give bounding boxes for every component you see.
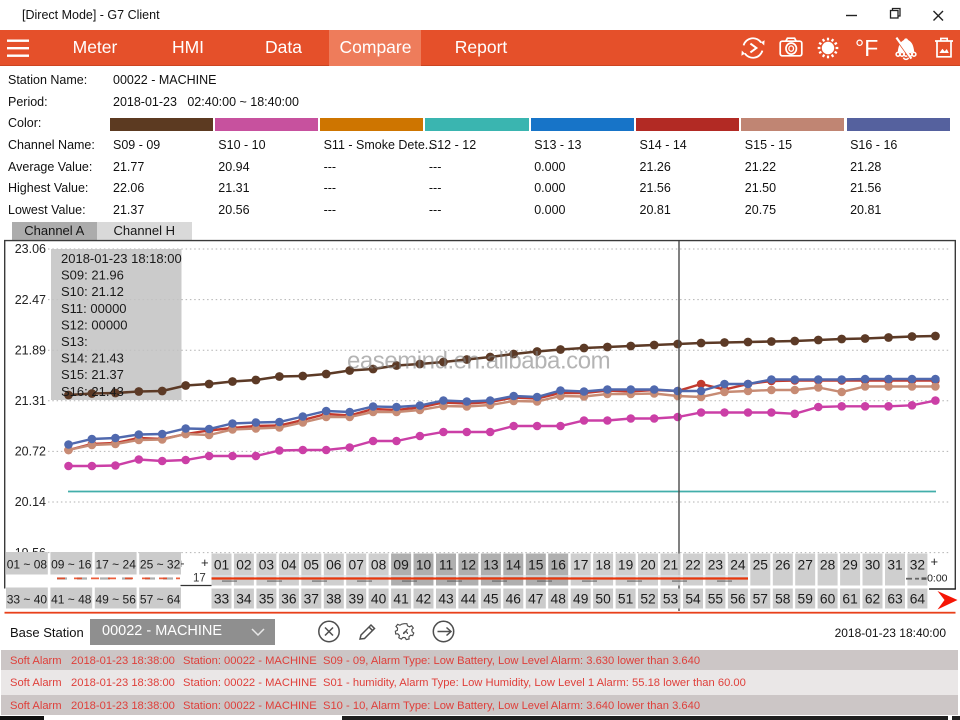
svg-text:20.14: 20.14 — [15, 495, 46, 509]
svg-text:37: 37 — [304, 592, 319, 607]
svg-text:11: 11 — [439, 558, 453, 573]
svg-text:43: 43 — [438, 592, 454, 607]
svg-text:25 ~ 32: 25 ~ 32 — [140, 558, 181, 572]
svg-text:32: 32 — [910, 558, 925, 573]
svg-text:09 ~ 16: 09 ~ 16 — [51, 558, 92, 572]
svg-text:S09: 21.96: S09: 21.96 — [61, 268, 124, 283]
svg-text:21.31: 21.31 — [15, 394, 46, 408]
svg-text:33 ~ 40: 33 ~ 40 — [7, 593, 48, 607]
svg-text:S12: 00000: S12: 00000 — [61, 317, 128, 332]
svg-text:22.47: 22.47 — [15, 293, 46, 307]
svg-text:18: 18 — [595, 558, 611, 573]
svg-text:34: 34 — [236, 592, 252, 607]
svg-text:°F: °F — [855, 35, 878, 61]
svg-text:53: 53 — [663, 592, 679, 607]
svg-text:20: 20 — [640, 558, 656, 573]
svg-text:10: 10 — [416, 558, 432, 573]
svg-text:23.06: 23.06 — [15, 242, 46, 256]
svg-text:41: 41 — [393, 592, 408, 607]
svg-text:2018-01-23 18:18:00: 2018-01-23 18:18:00 — [61, 251, 182, 266]
svg-text:44: 44 — [461, 592, 477, 607]
svg-text:42: 42 — [416, 592, 431, 607]
svg-text:12: 12 — [461, 558, 476, 573]
svg-text:03: 03 — [259, 558, 275, 573]
svg-text:61: 61 — [842, 592, 857, 607]
svg-text:16: 16 — [551, 558, 567, 573]
svg-text:07: 07 — [349, 558, 364, 573]
svg-text:49: 49 — [573, 592, 589, 607]
svg-text:57: 57 — [753, 592, 768, 607]
svg-text:39: 39 — [349, 592, 365, 607]
svg-text:17 ~ 24: 17 ~ 24 — [96, 558, 137, 572]
svg-text:35: 35 — [259, 592, 275, 607]
svg-text:01 ~ 08: 01 ~ 08 — [7, 558, 48, 572]
svg-text:47: 47 — [528, 592, 543, 607]
svg-text:S14: 21.43: S14: 21.43 — [61, 351, 124, 366]
svg-text:54: 54 — [685, 592, 701, 607]
svg-text:60: 60 — [820, 592, 836, 607]
svg-text:04: 04 — [281, 558, 297, 573]
svg-text:19: 19 — [618, 558, 634, 573]
svg-text:27: 27 — [798, 558, 813, 573]
svg-text:41 ~ 48: 41 ~ 48 — [51, 593, 92, 607]
svg-text:easemind.en.alibaba.com: easemind.en.alibaba.com — [347, 348, 610, 375]
svg-text:23: 23 — [708, 558, 724, 573]
svg-text:02: 02 — [236, 558, 251, 573]
svg-text:29: 29 — [842, 558, 858, 573]
svg-text:45: 45 — [483, 592, 499, 607]
svg-text:46: 46 — [506, 592, 522, 607]
svg-text:21.89: 21.89 — [15, 343, 46, 357]
svg-text:38: 38 — [326, 592, 342, 607]
svg-text:14: 14 — [506, 558, 522, 573]
svg-text:S11: 00000: S11: 00000 — [61, 301, 127, 316]
svg-text:17: 17 — [573, 558, 588, 573]
svg-text:09: 09 — [393, 558, 409, 573]
svg-text:22: 22 — [685, 558, 700, 573]
svg-text:20.72: 20.72 — [15, 445, 46, 459]
svg-text:56: 56 — [730, 592, 746, 607]
svg-text:26: 26 — [775, 558, 791, 573]
svg-text:01: 01 — [214, 558, 229, 573]
svg-text:25: 25 — [753, 558, 769, 573]
svg-text:62: 62 — [865, 592, 880, 607]
svg-text:+: + — [931, 554, 939, 569]
svg-text:51: 51 — [618, 592, 633, 607]
svg-text:36: 36 — [281, 592, 297, 607]
svg-text:50: 50 — [595, 592, 611, 607]
svg-text:49 ~ 56: 49 ~ 56 — [96, 593, 137, 607]
svg-text:17: 17 — [193, 573, 206, 585]
svg-text:S16: 21.43: S16: 21.43 — [61, 384, 124, 399]
svg-text:S13:: S13: — [61, 334, 88, 349]
svg-text:48: 48 — [551, 592, 567, 607]
svg-text:0:00: 0:00 — [927, 573, 948, 585]
svg-text:33: 33 — [214, 592, 230, 607]
svg-text:05: 05 — [304, 558, 320, 573]
svg-text:64: 64 — [910, 592, 926, 607]
svg-text:28: 28 — [820, 558, 836, 573]
svg-text:24: 24 — [730, 558, 746, 573]
svg-text:55: 55 — [708, 592, 724, 607]
svg-text:S15: 21.37: S15: 21.37 — [61, 367, 124, 382]
svg-text:15: 15 — [528, 558, 544, 573]
svg-text:13: 13 — [483, 558, 499, 573]
svg-text:63: 63 — [887, 592, 903, 607]
svg-text:59: 59 — [798, 592, 814, 607]
svg-text:52: 52 — [640, 592, 655, 607]
svg-text:58: 58 — [775, 592, 791, 607]
svg-text:S10: 21.12: S10: 21.12 — [61, 284, 124, 299]
svg-text:57 ~ 64: 57 ~ 64 — [140, 593, 181, 607]
svg-text:06: 06 — [326, 558, 342, 573]
svg-text:+: + — [201, 555, 209, 570]
svg-text:21: 21 — [663, 558, 678, 573]
svg-text:30: 30 — [865, 558, 881, 573]
svg-text:40: 40 — [371, 592, 387, 607]
svg-text:31: 31 — [887, 558, 902, 573]
svg-text:08: 08 — [371, 558, 387, 573]
